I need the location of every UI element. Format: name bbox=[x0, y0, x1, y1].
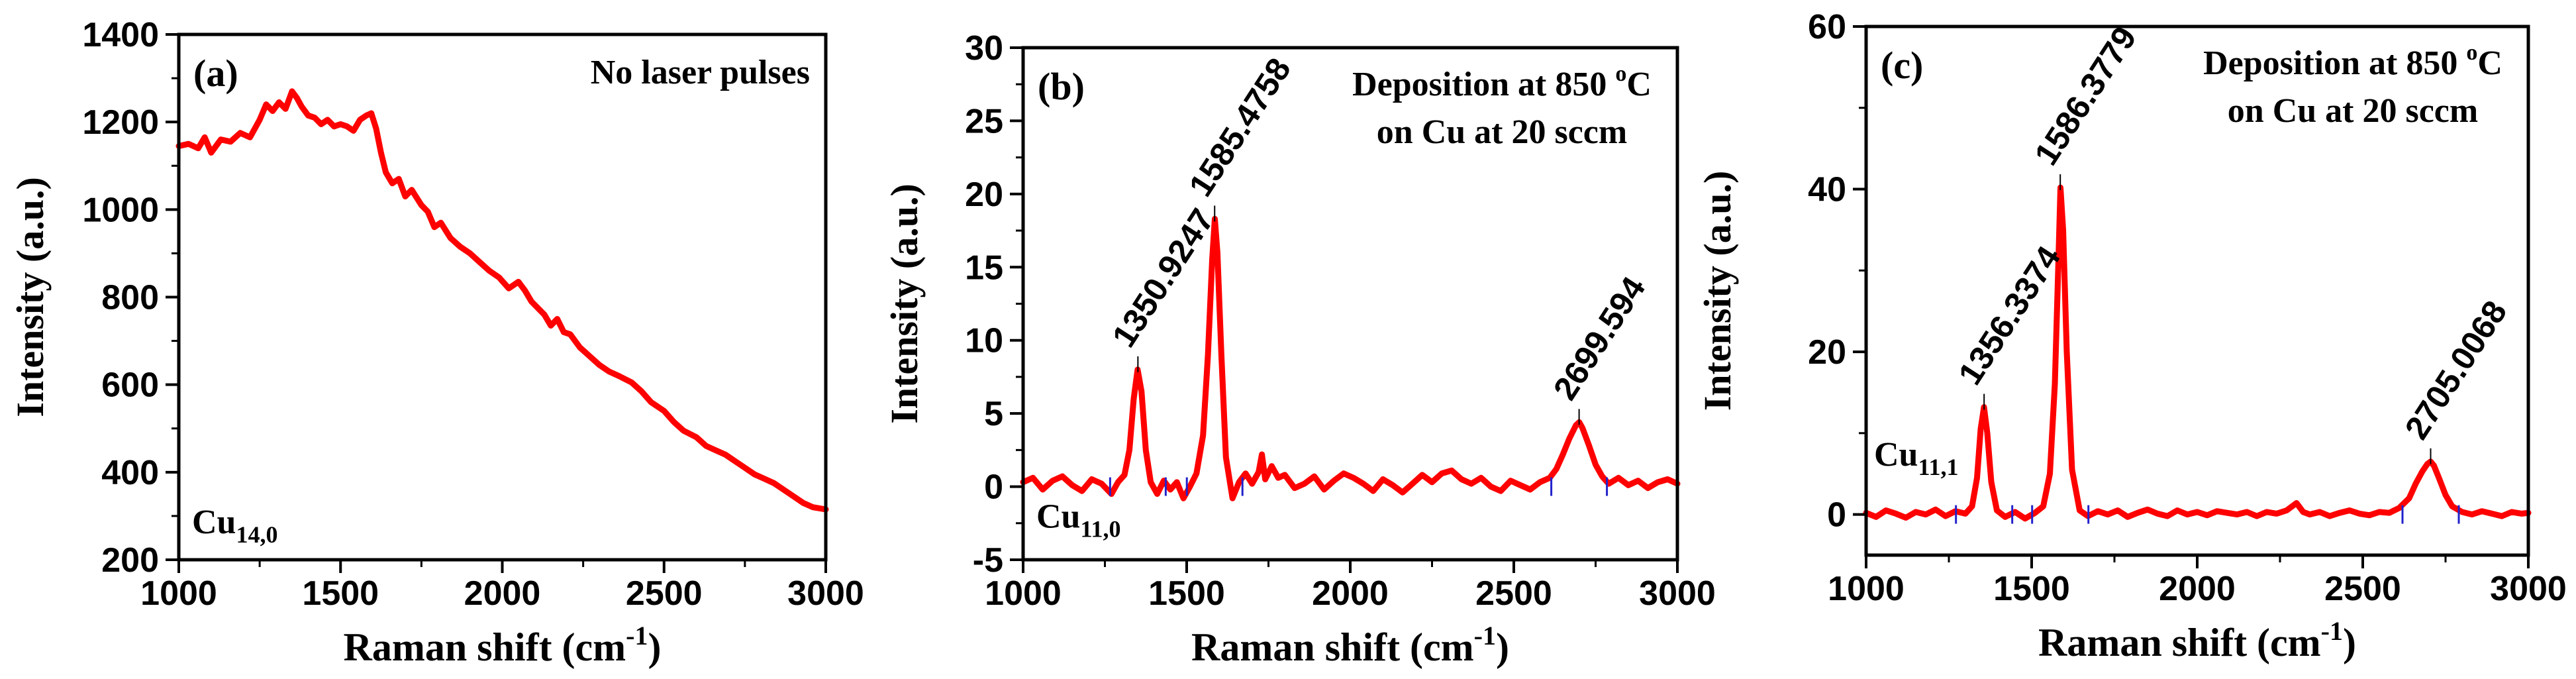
chart-panel-c: 1356.3374 1586.3779 2705.0068 1000 1500 2000 2… bbox=[1696, 8, 2567, 664]
x-axis-label-sup: -1 bbox=[626, 621, 648, 651]
x-tick-label: 2000 bbox=[2159, 570, 2236, 608]
y-tick-label: 10 bbox=[965, 322, 1003, 360]
annotation: No laser pulses bbox=[591, 54, 810, 91]
y-tick-label: 1000 bbox=[82, 191, 159, 229]
annotation-line-1: Deposition at 850 oC bbox=[2203, 40, 2502, 82]
peak-label: 1586.3779 bbox=[2027, 20, 2144, 172]
x-tick-label: 2500 bbox=[1475, 574, 1552, 613]
y-tick-label: 25 bbox=[965, 102, 1003, 140]
sample-label-sub: 11,0 bbox=[1080, 516, 1120, 543]
sample-label: Cu14,0 bbox=[192, 503, 277, 548]
series-line bbox=[1020, 215, 1681, 501]
x-tick-label: 1000 bbox=[1828, 570, 1905, 608]
x-axis-label-sup: -1 bbox=[2321, 616, 2343, 646]
y-tick-label: 20 bbox=[1808, 333, 1846, 372]
x-tick-label: 2500 bbox=[626, 574, 703, 613]
sample-label-base: Cu bbox=[1036, 498, 1080, 536]
x-tick-label: 3000 bbox=[787, 574, 864, 613]
series-line bbox=[175, 88, 829, 513]
sample-label-sub: 14,0 bbox=[236, 521, 277, 548]
x-tick-label: 1500 bbox=[1993, 570, 2070, 608]
y-tick-label: 40 bbox=[1808, 171, 1846, 209]
annotation-unit: C bbox=[2477, 44, 2502, 82]
panel-label: (b) bbox=[1038, 65, 1085, 108]
y-axis-label: Intensity (a.u.) bbox=[883, 183, 926, 424]
annotation-line-1: Deposition at 850 oC bbox=[1352, 62, 1652, 103]
y-axis-label: Intensity (a.u.) bbox=[9, 177, 52, 417]
x-tick-label: 2000 bbox=[464, 574, 541, 613]
y-tick-label: 30 bbox=[965, 29, 1003, 68]
sample-label-sub: 11,1 bbox=[1918, 454, 1958, 480]
panel-label: (c) bbox=[1881, 44, 1923, 87]
sample-label: Cu11,0 bbox=[1036, 498, 1121, 543]
sample-label-base: Cu bbox=[1874, 436, 1918, 474]
y-tick-label: 1400 bbox=[82, 16, 159, 54]
y-tick-label: 200 bbox=[101, 541, 159, 580]
annotation-line-2: on Cu at 20 sccm bbox=[2228, 92, 2478, 130]
x-tick-label: 3000 bbox=[2490, 570, 2567, 608]
annotation-line-2: on Cu at 20 sccm bbox=[1377, 113, 1627, 151]
sample-label: Cu11,1 bbox=[1874, 436, 1959, 480]
x-axis-label-text: Raman shift (cm bbox=[344, 625, 626, 669]
peak-label: 1350.9247 bbox=[1105, 202, 1222, 354]
x-axis-label-text: Raman shift (cm bbox=[2038, 621, 2321, 664]
annotation-degree: o bbox=[1615, 62, 1626, 86]
x-axis-label: Raman shift (cm-1) bbox=[344, 621, 662, 669]
x-tick-label: 1000 bbox=[140, 574, 217, 613]
chart-panel-a: 1000 1500 2000 2500 3000 200 400 600 800 1000 1200… bbox=[9, 16, 864, 669]
x-axis-label: Raman shift (cm-1) bbox=[1191, 621, 1509, 669]
x-tick-label: 1000 bbox=[985, 574, 1062, 613]
y-tick-label: 0 bbox=[984, 468, 1003, 507]
annotation-text: Deposition at 850 bbox=[2203, 44, 2466, 82]
y-tick-label: 15 bbox=[965, 248, 1003, 287]
peak-label: 2699.594 bbox=[1546, 270, 1653, 407]
y-tick-label: 600 bbox=[101, 366, 159, 405]
y-tick-label: -5 bbox=[973, 541, 1003, 580]
annotation-text: Deposition at 850 bbox=[1352, 66, 1615, 103]
y-tick-label: 20 bbox=[965, 176, 1003, 214]
y-tick-label: 0 bbox=[1827, 496, 1846, 535]
x-tick-label: 2000 bbox=[1312, 574, 1389, 613]
x-axis-label-sup: -1 bbox=[1474, 621, 1496, 651]
peak-label: 2705.0068 bbox=[2398, 294, 2514, 446]
x-axis-label-text: Raman shift (cm bbox=[1191, 625, 1474, 669]
peak-label: 1356.3374 bbox=[1951, 240, 2067, 392]
y-tick-label: 1200 bbox=[82, 103, 159, 142]
series-line bbox=[1863, 184, 2532, 522]
x-tick-label: 2500 bbox=[2324, 570, 2401, 608]
x-axis-label-tail: ) bbox=[1496, 625, 1509, 669]
annotation-degree: o bbox=[2466, 40, 2477, 65]
y-tick-label: 60 bbox=[1808, 8, 1846, 46]
x-tick-label: 1500 bbox=[1148, 574, 1225, 613]
y-tick-label: 400 bbox=[101, 454, 159, 492]
x-axis-label-tail: ) bbox=[2343, 621, 2356, 664]
y-tick-label: 800 bbox=[101, 279, 159, 317]
annotation-unit: C bbox=[1626, 66, 1652, 103]
x-axis-label: Raman shift (cm-1) bbox=[2038, 616, 2356, 664]
sample-label-base: Cu bbox=[192, 503, 236, 541]
x-axis-label-tail: ) bbox=[648, 625, 661, 669]
x-tick-label: 1500 bbox=[302, 574, 379, 613]
y-axis-label: Intensity (a.u.) bbox=[1696, 171, 1739, 411]
y-tick-label: 5 bbox=[984, 395, 1003, 433]
panel-label: (a) bbox=[193, 52, 238, 95]
peak-label: 1585.4758 bbox=[1181, 52, 1298, 203]
x-tick-label: 3000 bbox=[1639, 574, 1716, 613]
plot-frame bbox=[177, 32, 828, 562]
